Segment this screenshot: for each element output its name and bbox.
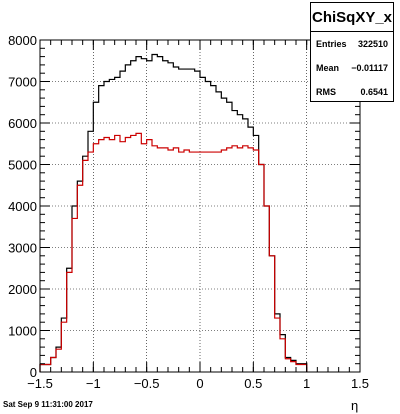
x-tick-label: −0.5	[134, 376, 160, 391]
stats-row-mean: Mean −0.01117	[311, 56, 393, 80]
y-tick-label: 4000	[8, 199, 37, 214]
x-tick-label: 1.5	[351, 376, 369, 391]
stats-label: RMS	[316, 87, 336, 97]
y-tick-label: 7000	[8, 75, 37, 90]
histogram-series-0	[39, 53, 308, 372]
y-tick-label: 6000	[8, 116, 37, 131]
y-tick-label: 5000	[8, 158, 37, 173]
x-tick-label: −1.5	[27, 376, 53, 391]
stats-value: −0.01117	[351, 63, 388, 73]
histogram-series-1	[39, 132, 308, 372]
y-tick-label: 8000	[8, 33, 37, 48]
stats-title: ChiSqXY_x	[311, 3, 393, 32]
grid-lines	[40, 40, 360, 372]
y-tick-label: 0	[30, 365, 37, 380]
stats-row-entries: Entries 322510	[311, 32, 393, 56]
stats-row-rms: RMS 0.6541	[311, 80, 393, 104]
stats-value: 322510	[357, 39, 388, 49]
tick-labels: −1.5 −1 −0.5 0 0.5 1 1.5 0 1000 2000 3000 4000 5000 6…	[8, 33, 369, 391]
x-tick-label: 0.5	[244, 376, 262, 391]
stats-value: 0.6541	[360, 87, 388, 97]
date-stamp: Sat Sep 9 11:31:00 2017	[3, 400, 93, 409]
histogram-series	[39, 53, 308, 372]
stats-label: Mean	[316, 63, 340, 73]
x-tick-label: 1	[303, 376, 310, 391]
x-tick-label: 0	[196, 376, 203, 391]
stats-label: Entries	[316, 39, 347, 49]
y-tick-label: 1000	[8, 324, 37, 339]
y-tick-label: 3000	[8, 241, 37, 256]
stats-box: ChiSqXY_x Entries 322510 Mean −0.01117 R…	[310, 2, 394, 102]
y-tick-label: 2000	[8, 282, 37, 297]
x-axis-label: η	[351, 398, 359, 413]
x-tick-label: −1	[86, 376, 101, 391]
